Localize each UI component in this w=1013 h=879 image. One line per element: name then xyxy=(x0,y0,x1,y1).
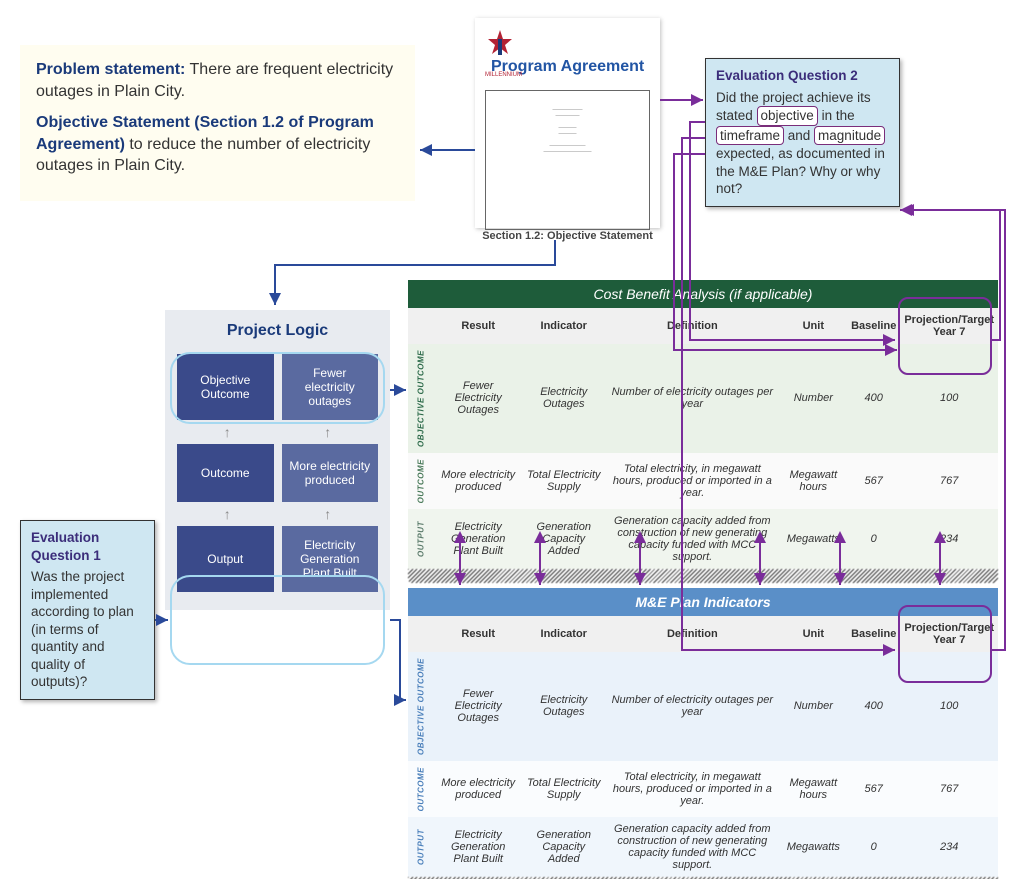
torn-edge-2 xyxy=(408,877,998,879)
me-col-target: Projection/Target Year 7 xyxy=(900,616,998,652)
doc-caption: Section 1.2: Objective Statement xyxy=(475,230,660,242)
cba-col-unit: Unit xyxy=(780,308,848,344)
eq1-title: Evaluation Question 1 xyxy=(31,529,144,564)
cba-table: Cost Benefit Analysis (if applicable) Re… xyxy=(408,280,998,569)
problem-statement-box: Problem statement: There are frequent el… xyxy=(20,45,415,201)
cba-col-indicator: Indicator xyxy=(522,308,605,344)
pl-objective-outcome: Objective Outcome xyxy=(177,354,274,420)
cba-row-2: OUTPUT Electricity Generation Plant Buil… xyxy=(408,509,998,569)
cba-row-1: OUTCOME More electricity produced Total … xyxy=(408,453,998,509)
program-agreement-doc: Program Agreement MILLENNIUM ———————————… xyxy=(475,18,660,228)
me-row-1: OUTCOME More electricity produced Total … xyxy=(408,761,998,817)
pl-plant-built: Electricity Generation Plant Built xyxy=(282,526,379,592)
pl-output: Output xyxy=(177,526,274,592)
cba-col-result: Result xyxy=(434,308,522,344)
eq2-body: Did the project achieve its stated objec… xyxy=(716,89,889,198)
me-table-wrap: M&E Plan Indicators Result Indicator Def… xyxy=(408,588,998,879)
evaluation-question-1-box: Evaluation Question 1 Was the project im… xyxy=(20,520,155,700)
cba-title-cell: Cost Benefit Analysis (if applicable) xyxy=(408,280,998,308)
highlight-magnitude: magnitude xyxy=(814,126,885,146)
me-col-unit: Unit xyxy=(780,616,848,652)
pl-outcome: Outcome xyxy=(177,444,274,502)
pl-row-2: Output Electricity Generation Plant Buil… xyxy=(177,526,378,592)
cba-col-definition: Definition xyxy=(605,308,779,344)
me-col-definition: Definition xyxy=(605,616,779,652)
up-arrows-1: ↑↑ xyxy=(177,424,378,440)
pl-row-1: Outcome More electricity produced xyxy=(177,444,378,502)
project-logic-box: Project Logic Objective Outcome Fewer el… xyxy=(165,310,390,610)
me-table: M&E Plan Indicators Result Indicator Def… xyxy=(408,588,998,877)
evaluation-question-2-box: Evaluation Question 2 Did the project ac… xyxy=(705,58,900,207)
me-col-baseline: Baseline xyxy=(847,616,900,652)
objective-statement: Objective Statement (Section 1.2 of Prog… xyxy=(36,112,399,177)
star-icon xyxy=(485,28,515,58)
pl-row-0: Objective Outcome Fewer electricity outa… xyxy=(177,354,378,420)
up-arrows-2: ↑↑ xyxy=(177,506,378,522)
me-row-2: OUTPUT Electricity Generation Plant Buil… xyxy=(408,817,998,877)
pl-fewer-outages: Fewer electricity outages xyxy=(282,354,379,420)
cba-col-baseline: Baseline xyxy=(847,308,900,344)
cba-table-wrap: Cost Benefit Analysis (if applicable) Re… xyxy=(408,280,998,583)
me-col-result: Result xyxy=(434,616,522,652)
me-row-0: OBJECTIVE OUTCOME Fewer Electricity Outa… xyxy=(408,652,998,761)
pl-title: Project Logic xyxy=(177,322,378,340)
pl-more-electricity: More electricity produced xyxy=(282,444,379,502)
torn-edge-1 xyxy=(408,569,998,583)
cba-row-0: OBJECTIVE OUTCOME Fewer Electricity Outa… xyxy=(408,344,998,453)
eq1-body: Was the project implemented according to… xyxy=(31,568,144,691)
me-col-indicator: Indicator xyxy=(522,616,605,652)
highlight-timeframe: timeframe xyxy=(716,126,784,146)
problem-statement: Problem statement: There are frequent el… xyxy=(36,59,399,102)
eq2-title: Evaluation Question 2 xyxy=(716,67,889,85)
ps-label: Problem statement: xyxy=(36,61,185,78)
doc-inner-page: ————————————————————————————— xyxy=(485,90,650,230)
cba-col-target: Projection/Target Year 7 xyxy=(900,308,998,344)
me-title-cell: M&E Plan Indicators xyxy=(408,588,998,616)
highlight-objective: objective xyxy=(757,106,818,126)
